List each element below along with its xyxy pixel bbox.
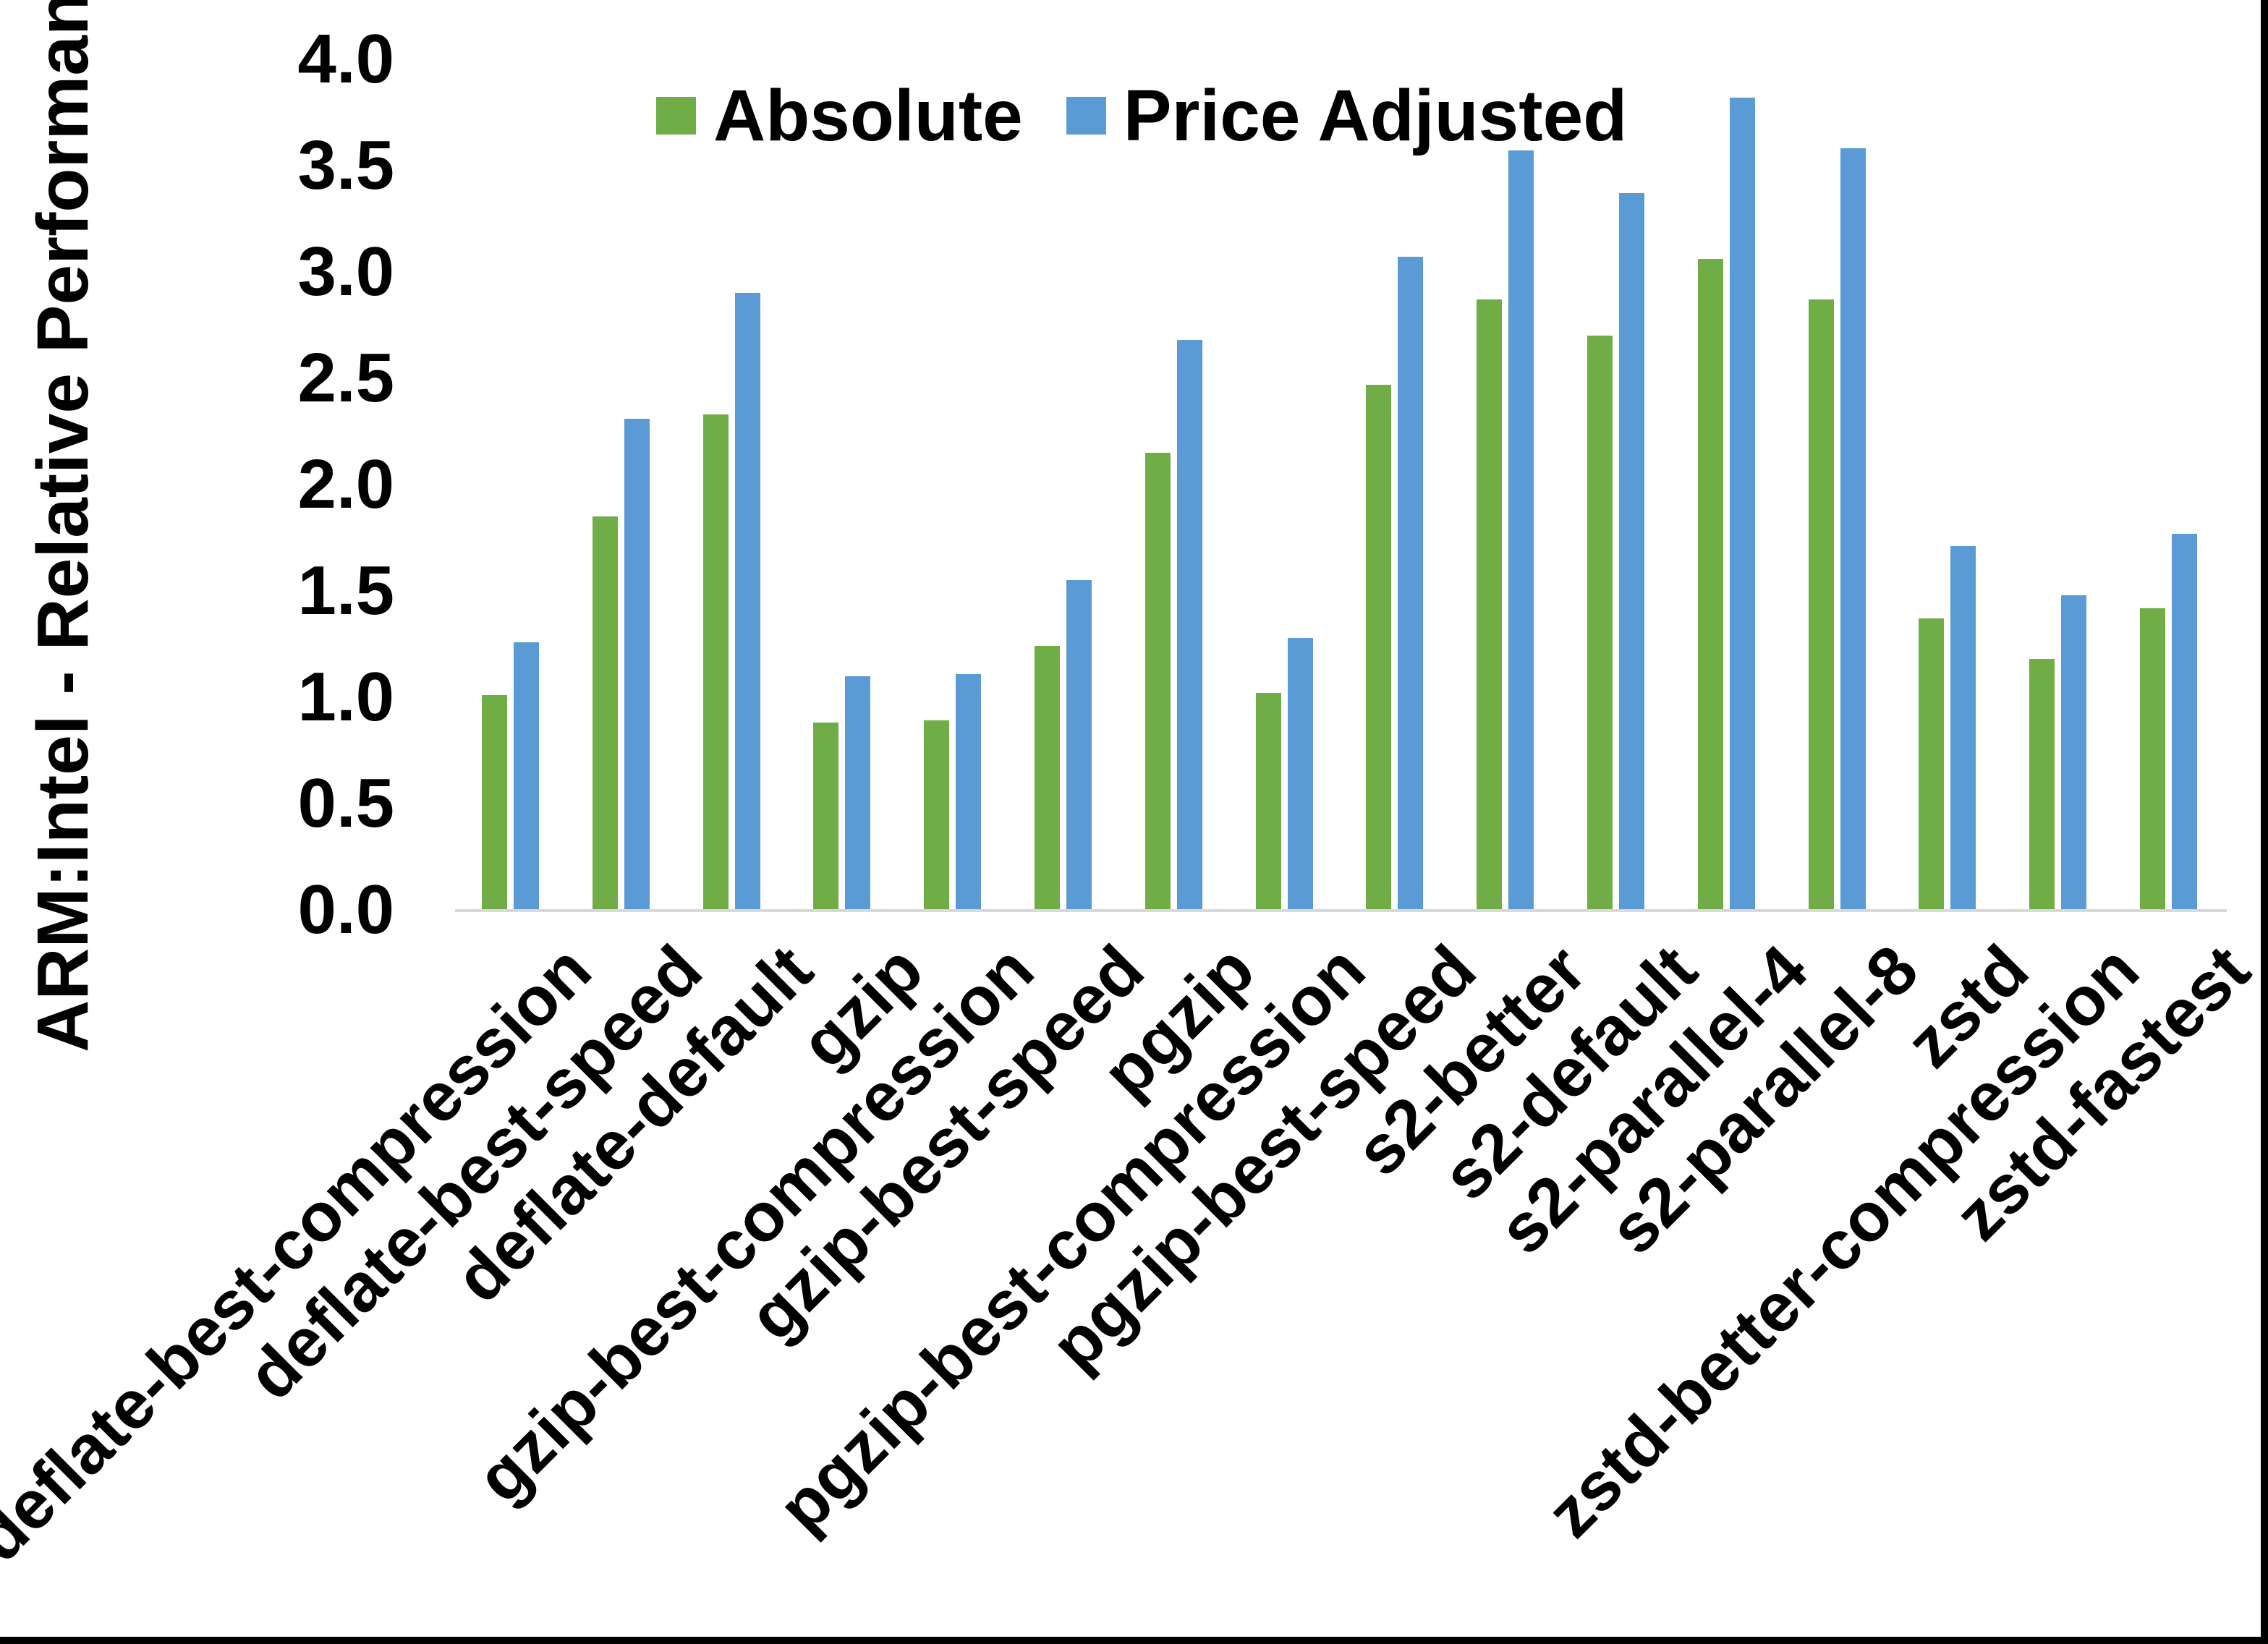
legend-item-absolute: Absolute xyxy=(656,80,1023,152)
legend-label-absolute: Absolute xyxy=(713,75,1023,156)
bar-pgzip-best-compression-price-adjusted xyxy=(1287,637,1313,910)
bar-deflate-default-absolute xyxy=(702,414,729,910)
legend-swatch-absolute xyxy=(656,97,696,135)
bar-zstd-better-compression-absolute xyxy=(2029,659,2055,910)
bar-zstd-better-compression-price-adjusted xyxy=(2061,595,2087,910)
bar-s2-parallel-8-absolute xyxy=(1808,299,1834,910)
bar-zstd-fastest-price-adjusted xyxy=(2172,533,2198,910)
bar-deflate-best-speed-price-adjusted xyxy=(624,418,650,910)
bar-gzip-best-compression-absolute xyxy=(924,720,950,910)
y-tick-label: 1.0 xyxy=(297,658,394,736)
bar-pgzip-best-speed-price-adjusted xyxy=(1398,257,1424,910)
bar-s2-parallel-4-price-adjusted xyxy=(1729,97,1755,910)
x-axis-line xyxy=(455,909,2227,912)
legend-label-price-adjusted: Price Adjusted xyxy=(1123,75,1628,156)
y-tick-label: 4.0 xyxy=(297,20,394,98)
legend-item-price-adjusted: Price Adjusted xyxy=(1066,80,1627,152)
y-tick-label: 0.5 xyxy=(297,764,394,842)
bar-s2-default-price-adjusted xyxy=(1619,193,1645,910)
bar-gzip-best-speed-absolute xyxy=(1034,646,1060,910)
bar-s2-better-price-adjusted xyxy=(1508,150,1534,910)
bar-pgzip-price-adjusted xyxy=(1176,340,1202,910)
bar-deflate-best-compression-absolute xyxy=(481,695,507,910)
bar-zstd-absolute xyxy=(1919,618,1945,910)
y-tick-label: 0.0 xyxy=(297,871,394,948)
plot-area xyxy=(455,59,2224,910)
bar-s2-parallel-4-absolute xyxy=(1697,259,1723,910)
y-tick-label: 3.0 xyxy=(297,233,394,310)
y-tick-label: 2.0 xyxy=(297,446,394,523)
y-tick-label: 2.5 xyxy=(297,339,394,417)
bar-pgzip-best-compression-absolute xyxy=(1255,693,1281,910)
bar-zstd-price-adjusted xyxy=(1950,546,1976,910)
bar-pgzip-best-speed-absolute xyxy=(1366,384,1392,910)
legend-swatch-price-adjusted xyxy=(1066,97,1106,135)
bar-deflate-default-price-adjusted xyxy=(734,293,760,910)
bar-deflate-best-speed-absolute xyxy=(592,516,618,910)
bar-s2-default-absolute xyxy=(1587,336,1613,910)
y-tick-label: 3.5 xyxy=(297,127,394,204)
bar-pgzip-absolute xyxy=(1144,452,1171,910)
bar-gzip-best-compression-price-adjusted xyxy=(956,673,982,910)
bar-deflate-best-compression-price-adjusted xyxy=(513,642,539,910)
bar-s2-parallel-8-price-adjusted xyxy=(1840,148,1866,910)
bar-s2-better-absolute xyxy=(1477,299,1503,910)
legend: Absolute Price Adjusted xyxy=(656,80,1627,152)
bar-gzip-absolute xyxy=(813,723,839,910)
bar-gzip-best-speed-price-adjusted xyxy=(1066,580,1092,910)
bar-zstd-fastest-absolute xyxy=(2140,608,2166,910)
bar-gzip-price-adjusted xyxy=(845,676,871,910)
y-tick-label: 1.5 xyxy=(297,552,394,629)
